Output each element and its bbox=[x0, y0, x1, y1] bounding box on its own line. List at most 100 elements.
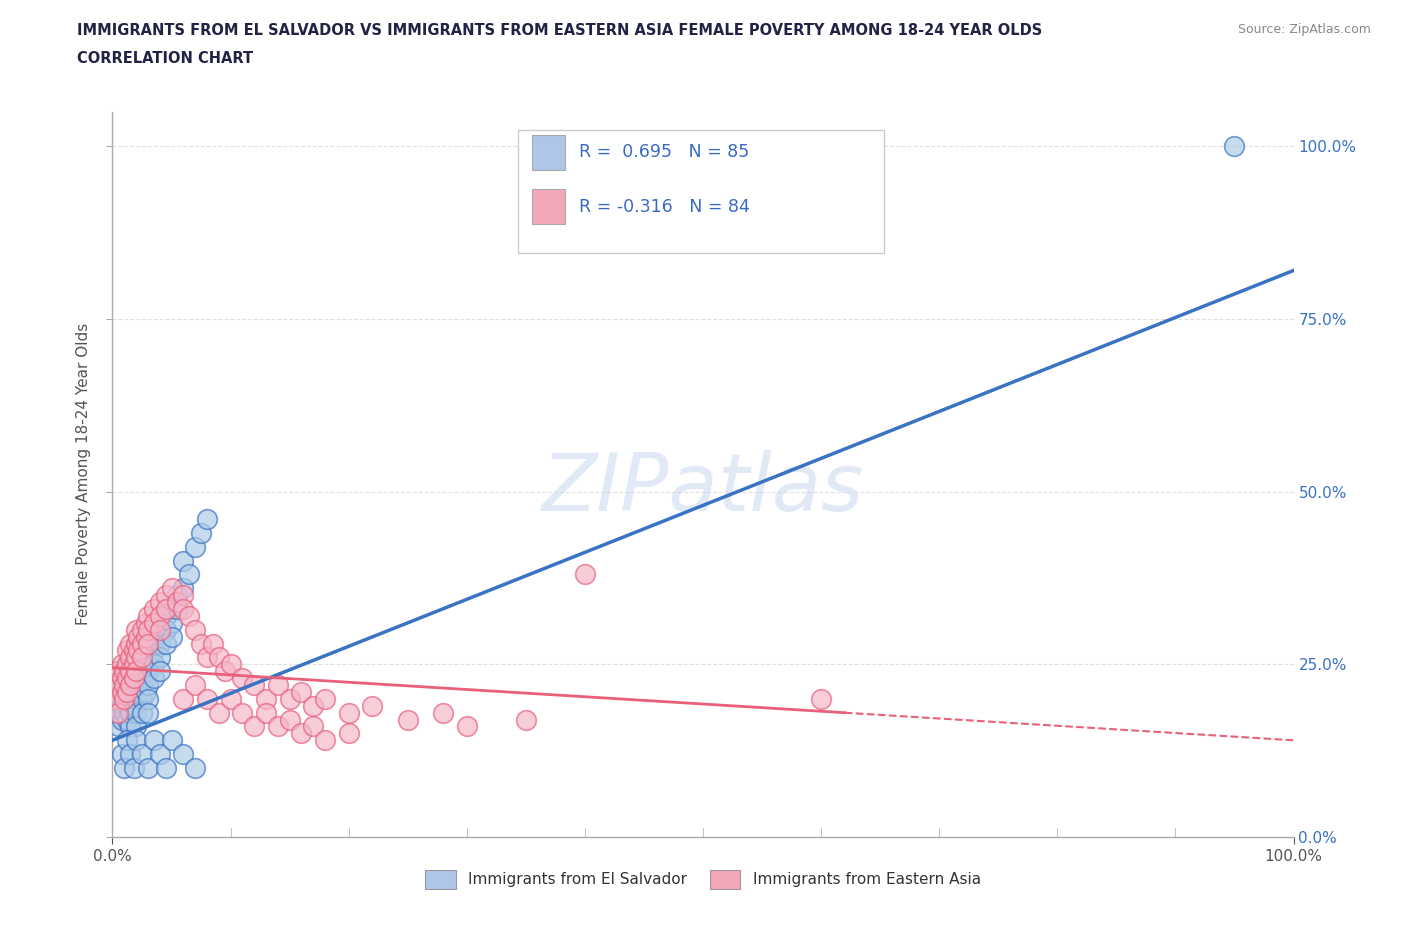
Point bbox=[112, 705, 135, 720]
Point bbox=[136, 636, 159, 651]
Point bbox=[172, 553, 194, 568]
FancyBboxPatch shape bbox=[531, 135, 565, 169]
Point bbox=[160, 602, 183, 617]
Point bbox=[120, 636, 142, 651]
Point bbox=[107, 691, 129, 706]
Text: R = -0.316   N = 84: R = -0.316 N = 84 bbox=[579, 198, 749, 216]
Point bbox=[136, 622, 159, 637]
Point bbox=[115, 684, 138, 699]
Point bbox=[107, 719, 129, 734]
Point bbox=[136, 705, 159, 720]
Point bbox=[135, 684, 157, 699]
Point bbox=[195, 512, 218, 526]
Point bbox=[115, 712, 138, 727]
Point bbox=[208, 650, 231, 665]
Point bbox=[107, 664, 129, 679]
Point bbox=[120, 747, 142, 762]
Point bbox=[131, 678, 153, 693]
Point bbox=[361, 698, 384, 713]
Point bbox=[120, 657, 142, 671]
Point bbox=[254, 705, 277, 720]
Text: IMMIGRANTS FROM EL SALVADOR VS IMMIGRANTS FROM EASTERN ASIA FEMALE POVERTY AMONG: IMMIGRANTS FROM EL SALVADOR VS IMMIGRANT… bbox=[77, 23, 1043, 38]
Point bbox=[149, 650, 172, 665]
Point bbox=[112, 691, 135, 706]
Point bbox=[122, 761, 145, 776]
Point bbox=[112, 761, 135, 776]
Point bbox=[396, 712, 419, 727]
Point bbox=[112, 691, 135, 706]
Point bbox=[290, 726, 312, 741]
Point bbox=[125, 733, 148, 748]
Point bbox=[1223, 139, 1246, 153]
Point bbox=[135, 616, 157, 631]
FancyBboxPatch shape bbox=[531, 189, 565, 224]
Point bbox=[190, 636, 212, 651]
Point bbox=[135, 630, 157, 644]
Point bbox=[231, 671, 253, 685]
Point bbox=[160, 581, 183, 596]
Point bbox=[231, 705, 253, 720]
Point bbox=[111, 671, 134, 685]
Point bbox=[243, 719, 266, 734]
Point bbox=[337, 705, 360, 720]
Point bbox=[337, 726, 360, 741]
Point bbox=[136, 691, 159, 706]
Point bbox=[136, 636, 159, 651]
Point bbox=[136, 678, 159, 693]
Point bbox=[195, 691, 218, 706]
Point bbox=[115, 698, 138, 713]
Point bbox=[122, 643, 145, 658]
Point bbox=[111, 712, 134, 727]
Point bbox=[122, 684, 145, 699]
Point bbox=[219, 691, 242, 706]
Point bbox=[120, 650, 142, 665]
Point bbox=[131, 650, 153, 665]
Point bbox=[131, 664, 153, 679]
Point bbox=[278, 712, 301, 727]
Point bbox=[115, 684, 138, 699]
Point bbox=[267, 719, 290, 734]
Point bbox=[115, 643, 138, 658]
Text: R =  0.695   N = 85: R = 0.695 N = 85 bbox=[579, 143, 749, 161]
Point bbox=[160, 733, 183, 748]
Point bbox=[149, 608, 172, 623]
Point bbox=[179, 608, 201, 623]
Point bbox=[111, 698, 134, 713]
Point bbox=[120, 719, 142, 734]
Point bbox=[155, 622, 177, 637]
Point bbox=[184, 761, 207, 776]
Point bbox=[184, 678, 207, 693]
Point bbox=[131, 636, 153, 651]
Point bbox=[107, 664, 129, 679]
Point bbox=[131, 622, 153, 637]
Point bbox=[172, 691, 194, 706]
Point bbox=[166, 602, 188, 617]
Point bbox=[172, 588, 194, 603]
Text: Source: ZipAtlas.com: Source: ZipAtlas.com bbox=[1237, 23, 1371, 36]
Point bbox=[195, 650, 218, 665]
Point bbox=[111, 747, 134, 762]
Point bbox=[125, 678, 148, 693]
Point bbox=[111, 671, 134, 685]
Point bbox=[172, 602, 194, 617]
Point bbox=[267, 678, 290, 693]
Point bbox=[179, 567, 201, 582]
Point bbox=[125, 664, 148, 679]
Point bbox=[314, 733, 336, 748]
Point bbox=[149, 636, 172, 651]
Point bbox=[125, 719, 148, 734]
Point bbox=[208, 705, 231, 720]
Point bbox=[112, 678, 135, 693]
Point bbox=[155, 602, 177, 617]
Legend: Immigrants from El Salvador, Immigrants from Eastern Asia: Immigrants from El Salvador, Immigrants … bbox=[419, 864, 987, 895]
Point bbox=[120, 678, 142, 693]
Point bbox=[149, 664, 172, 679]
Point bbox=[155, 636, 177, 651]
Point bbox=[142, 657, 165, 671]
Point bbox=[155, 608, 177, 623]
Point bbox=[111, 684, 134, 699]
Point bbox=[160, 616, 183, 631]
Point bbox=[172, 581, 194, 596]
Point bbox=[142, 671, 165, 685]
Point bbox=[142, 602, 165, 617]
